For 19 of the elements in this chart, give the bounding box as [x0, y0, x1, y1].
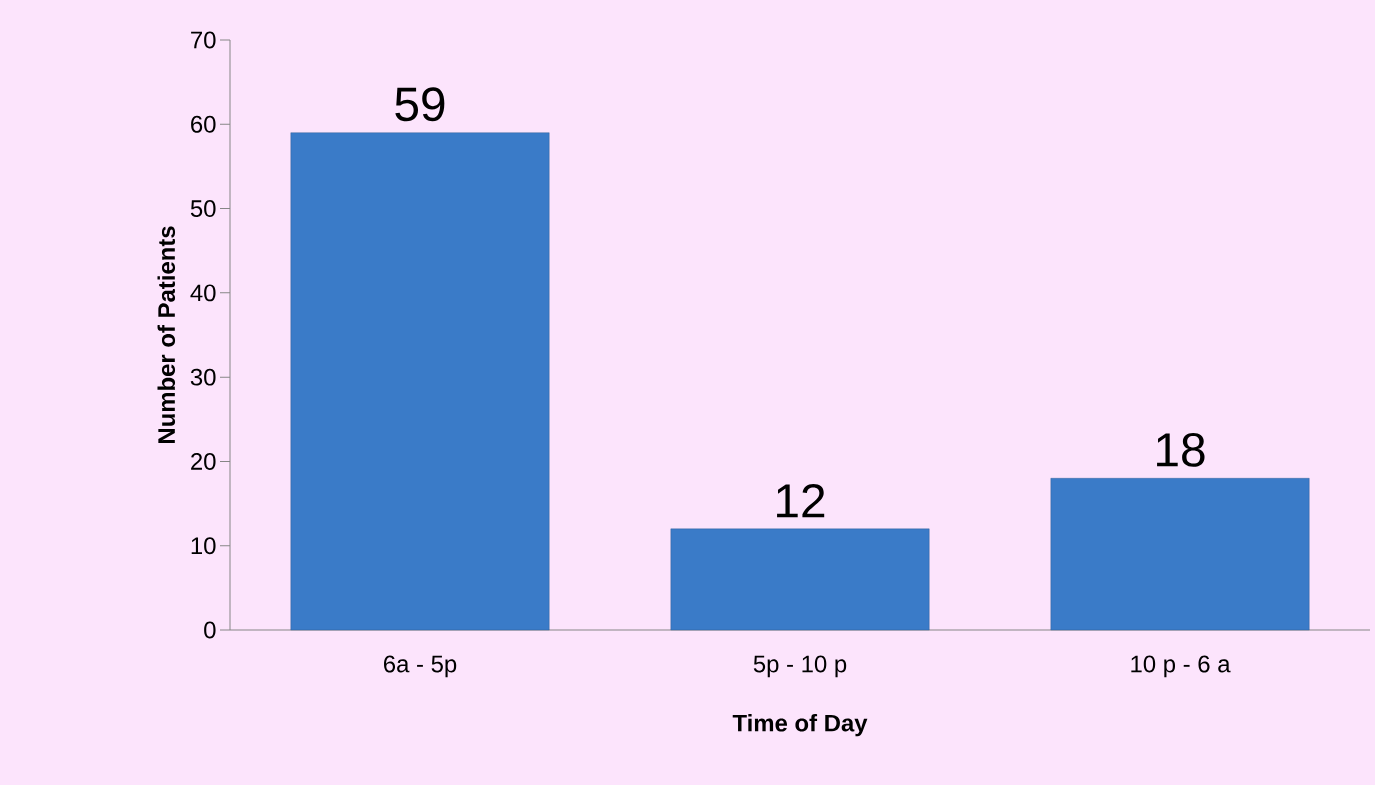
data-label: 59 [395, 87, 445, 122]
y-tick-label: 10 [191, 537, 216, 555]
data-label: 18 [1157, 432, 1205, 467]
y-tick-label: 50 [190, 200, 216, 218]
y-tick-label: 60 [191, 115, 216, 133]
bar [670, 528, 930, 631]
x-axis-title: Time of Day [732, 714, 868, 737]
y-tick-label: 40 [190, 284, 216, 302]
y-axis-title: Number of Patients [157, 226, 176, 444]
y-tick-label: 30 [190, 368, 216, 386]
x-tick-label: 5p - 10 p [753, 655, 847, 678]
y-tick-label: 70 [191, 31, 216, 49]
y-tick-label: 20 [191, 452, 216, 470]
x-tick-label: 10 p - 6 a [1131, 655, 1231, 678]
y-tick-label: 0 [204, 621, 216, 639]
x-tick-label: 6a - 5p [384, 655, 457, 678]
bar [1050, 478, 1310, 631]
data-label: 12 [777, 483, 825, 518]
bar [290, 132, 550, 631]
